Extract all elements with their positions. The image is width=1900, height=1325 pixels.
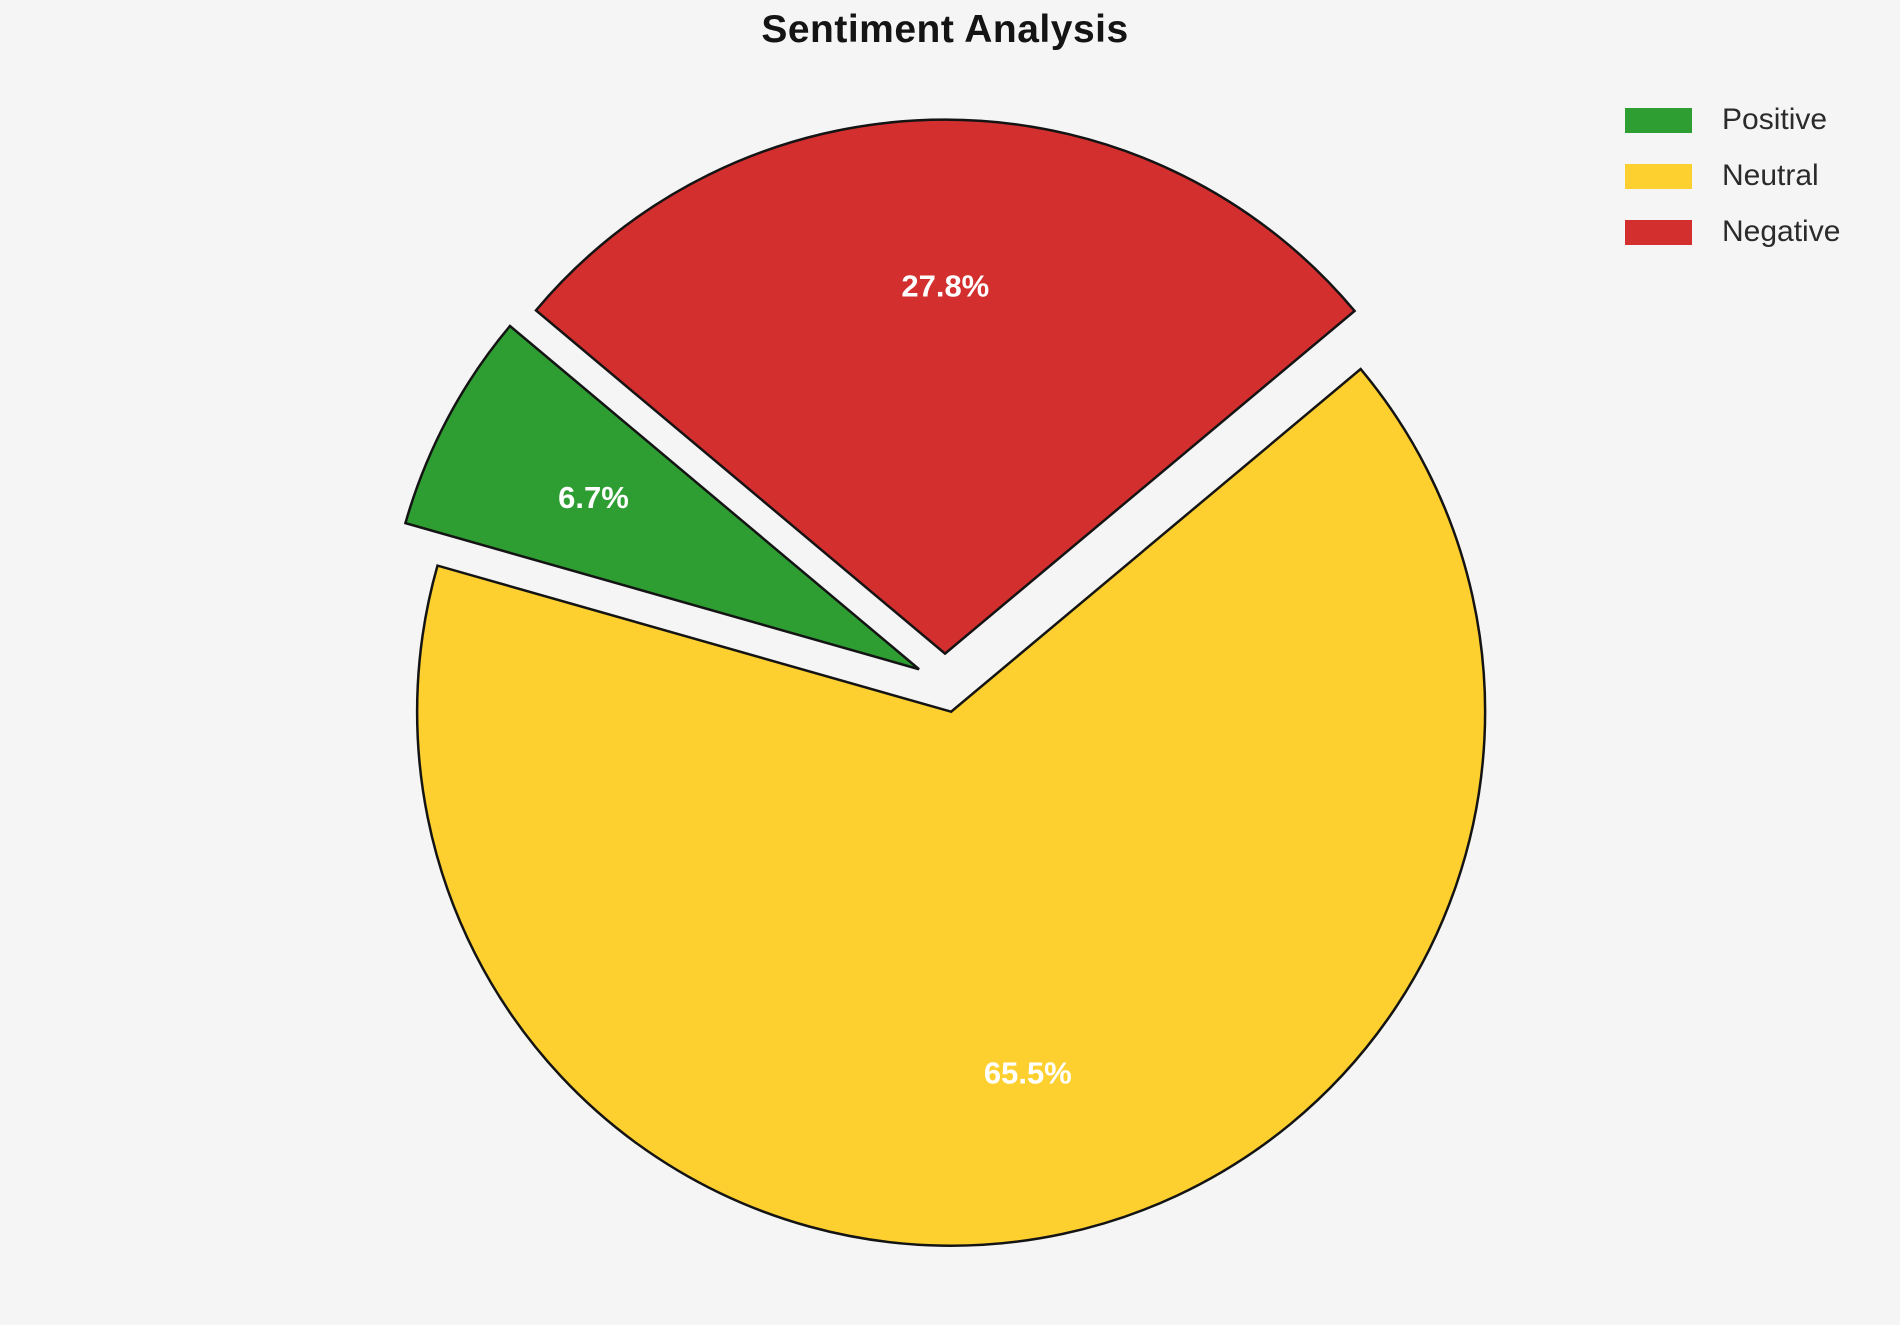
pct-label-negative: 27.8% <box>901 268 989 303</box>
legend-swatch-neutral <box>1625 163 1692 189</box>
chart-title: Sentiment Analysis <box>761 8 1129 51</box>
pct-label-neutral: 65.5% <box>984 1055 1072 1090</box>
legend-label: Positive <box>1722 103 1828 136</box>
legend-item-positive: Positive <box>1625 103 1840 137</box>
legend-item-neutral: Neutral <box>1625 159 1840 193</box>
legend-swatch-positive <box>1625 107 1692 133</box>
pie-slice-positive <box>403 324 920 671</box>
legend-item-negative: Negative <box>1625 215 1840 249</box>
legend: Positive Neutral Negative <box>1625 103 1840 249</box>
legend-label: Negative <box>1722 215 1841 248</box>
legend-label: Neutral <box>1722 159 1819 192</box>
pie-slice-neutral <box>415 367 1487 1247</box>
pct-label-positive: 6.7% <box>558 480 629 515</box>
legend-swatch-negative <box>1625 219 1692 245</box>
pie-slice-negative <box>534 118 1357 656</box>
